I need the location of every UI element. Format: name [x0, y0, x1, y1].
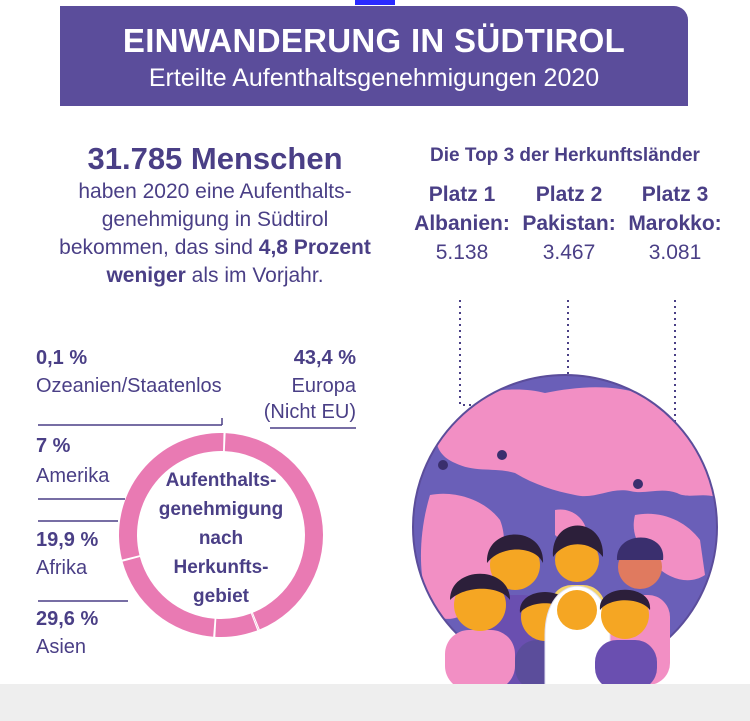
summary-line-3: bekommen, das sind 4,8 Prozent: [40, 234, 390, 262]
slice-label-europa-2: (Nicht EU): [264, 401, 356, 423]
marker-albanien: [497, 450, 507, 460]
continent-eurasia: [436, 387, 717, 500]
donut-chart: 0,1 % Ozeanien/Staatenlos 43,4 % Europa …: [36, 347, 357, 658]
slice-value-europa: 43,4 %: [294, 347, 356, 369]
continent-asia-south: [633, 513, 705, 581]
top3-value-2: 3.467: [542, 241, 596, 264]
slice-label-europa-1: Europa: [292, 375, 357, 397]
header-banner: EINWANDERUNG IN SÜDTIROL Erteilte Aufent…: [60, 6, 688, 106]
globe-continents: [420, 387, 717, 619]
summary-line-1: haben 2020 eine Aufenthalts-: [78, 180, 352, 203]
person-front-right-hair: [599, 589, 651, 610]
person-front-left-body: [445, 630, 515, 685]
page-subtitle: Erteilte Aufenthaltsgenehmigungen 2020: [148, 64, 600, 92]
top3-rank-3: Platz 3: [641, 183, 709, 206]
top3-title: Die Top 3 der Herkunftsländer: [430, 145, 700, 166]
summary-block: 31.785 Menschen haben 2020 eine Aufentha…: [40, 140, 390, 290]
top3-country-1: Albanien:: [414, 212, 510, 235]
donut-center-line-1: Aufenthalts-: [166, 470, 277, 491]
person-front-left-hair: [450, 573, 510, 600]
marker-marokko: [438, 460, 448, 470]
summary-line-4: weniger als im Vorjahr.: [40, 262, 390, 290]
top3-value-3: 3.081: [648, 241, 702, 264]
donut-slice-afrika: [122, 556, 215, 637]
person-back-mid-face: [555, 538, 599, 582]
slice-label-afrika: Afrika: [36, 557, 88, 579]
top3-country-3: Marokko:: [628, 212, 722, 235]
top3-rank-2: Platz 2: [535, 183, 603, 206]
connector-albanien: [459, 300, 502, 406]
donut-slices: [119, 433, 324, 637]
person-back-left-hair: [486, 534, 544, 563]
globe-with-people-illustration: [412, 300, 718, 685]
person-front-center-face: [557, 590, 597, 630]
summary-percent: 4,8 Prozent: [258, 236, 371, 259]
person-back-left-face: [490, 540, 540, 590]
marker-pakistan: [633, 479, 643, 489]
donut-center-line-4: Herkunfts-: [173, 557, 268, 578]
donut-slice-asien: [119, 433, 224, 560]
donut-slice-europa: [224, 433, 324, 630]
donut-center-line-2: genehmigung: [159, 499, 284, 520]
slice-label-asien: Asien: [36, 636, 86, 658]
summary-line-3-text: bekommen, das sind: [59, 236, 259, 259]
summary-line-2: genehmigung in Südtirol: [101, 208, 329, 231]
top3-item-2: Platz 2 Pakistan: 3.467: [514, 180, 624, 267]
person-front-right-body: [595, 640, 657, 685]
top3-item-3: Platz 3 Marokko: 3.081: [620, 180, 730, 267]
summary-fewer: weniger: [106, 264, 186, 287]
slice-label-amerika: Amerika: [36, 465, 110, 487]
top3-rank-1: Platz 1: [428, 183, 496, 206]
page-title: EINWANDERUNG IN SÜDTIROL: [122, 22, 626, 59]
donut-slice-ozeanien: [251, 613, 259, 630]
top3-country-2: Pakistan:: [522, 212, 616, 235]
top-accent-bar: [355, 0, 395, 5]
top3-item-1: Platz 1 Albanien: 5.138: [407, 180, 517, 267]
slice-value-ozeanien: 0,1 %: [36, 347, 87, 369]
person-front-left-face: [454, 579, 506, 631]
slice-value-asien: 29,6 %: [36, 608, 98, 630]
donut-center-line-3: nach: [199, 528, 243, 549]
people-group: [445, 525, 670, 685]
top3-value-1: 5.138: [435, 241, 489, 264]
footer-bar: [0, 684, 750, 721]
donut-center-line-5: gebiet: [193, 586, 250, 607]
summary-headline: 31.785 Menschen: [87, 141, 343, 176]
person-front-right-face: [601, 591, 649, 639]
donut-slice-amerika: [215, 613, 258, 637]
slice-value-amerika: 7 %: [36, 435, 71, 457]
slice-label-ozeanien: Ozeanien/Staatenlos: [36, 375, 222, 397]
summary-line-4-text: als im Vorjahr.: [185, 264, 324, 287]
slice-value-afrika: 19,9 %: [36, 529, 98, 551]
person-back-right-hair: [616, 537, 664, 560]
connector-pakistan: [567, 300, 638, 485]
person-back-mid-hair: [552, 525, 604, 557]
